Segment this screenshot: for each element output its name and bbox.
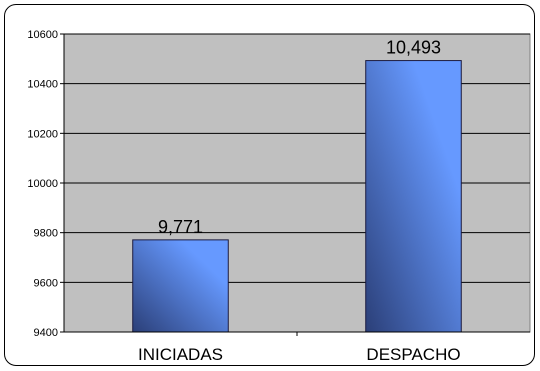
x-axis: INICIADAS DESPACHO	[64, 331, 530, 364]
bar-iniciadas	[132, 239, 229, 333]
data-label-despacho: 10,493	[386, 38, 441, 58]
y-axis: 9400 9600 9800 10000 10200 10400 10600	[27, 29, 65, 339]
x-tick-label-iniciadas: INICIADAS	[138, 345, 223, 364]
bar-despacho	[365, 60, 462, 333]
data-label-iniciadas: 9,771	[158, 217, 203, 237]
y-tick-label: 9800	[34, 228, 58, 240]
y-tick-label: 9600	[34, 277, 58, 289]
data-labels: 9,771 10,493	[158, 38, 441, 237]
x-tick-label-despacho: DESPACHO	[366, 345, 460, 364]
y-tick-label: 10400	[27, 79, 58, 91]
bars	[132, 60, 462, 333]
y-tick-label: 10000	[27, 178, 58, 190]
y-tick-label: 10200	[27, 128, 58, 140]
y-tick-label: 9400	[34, 327, 58, 339]
y-tick-label: 10600	[27, 29, 58, 41]
